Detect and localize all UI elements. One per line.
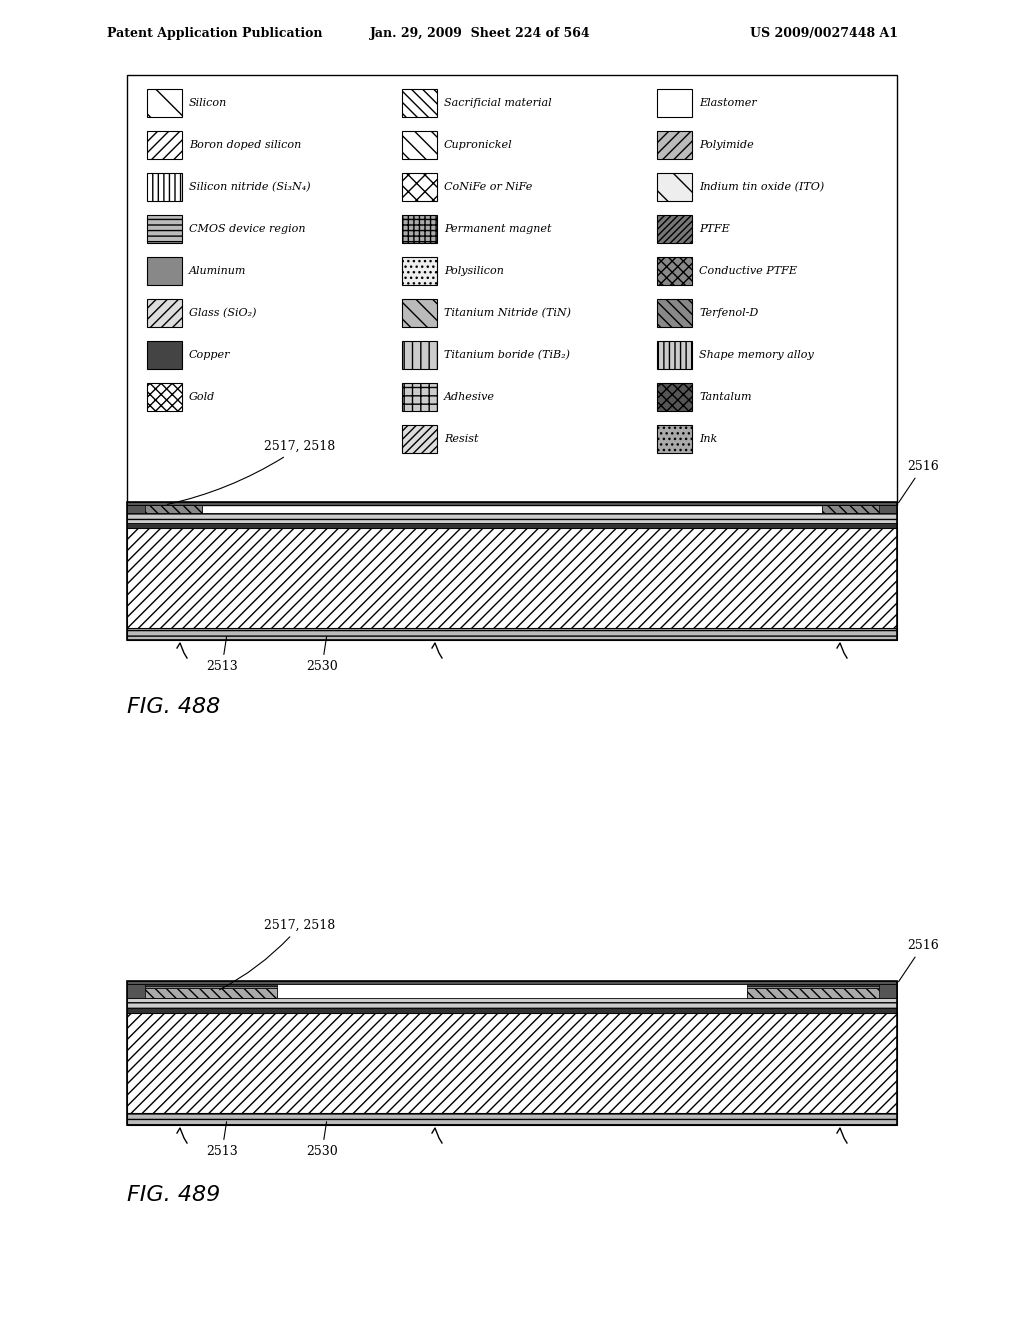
Bar bbox=[147, 383, 182, 411]
Bar bbox=[127, 513, 897, 523]
Bar bbox=[127, 998, 897, 1008]
Bar bbox=[127, 502, 897, 506]
Text: Glass (SiO₂): Glass (SiO₂) bbox=[189, 308, 256, 318]
Bar bbox=[147, 341, 182, 370]
Text: Aluminum: Aluminum bbox=[189, 267, 247, 276]
Bar bbox=[657, 131, 692, 158]
Bar bbox=[657, 300, 692, 327]
Bar bbox=[127, 502, 897, 640]
Text: Titanium boride (TiB₂): Titanium boride (TiB₂) bbox=[444, 350, 570, 360]
Text: Shape memory alloy: Shape memory alloy bbox=[699, 350, 814, 360]
Text: Patent Application Publication: Patent Application Publication bbox=[106, 26, 323, 40]
Text: Ink: Ink bbox=[699, 434, 717, 444]
Bar bbox=[127, 75, 897, 506]
Text: CMOS device region: CMOS device region bbox=[189, 224, 305, 234]
Text: Copper: Copper bbox=[189, 350, 230, 360]
Bar bbox=[657, 383, 692, 411]
Text: 2513: 2513 bbox=[206, 636, 238, 673]
Text: Silicon: Silicon bbox=[189, 98, 227, 108]
Text: Tantalum: Tantalum bbox=[699, 392, 752, 403]
Text: Silicon nitride (Si₃N₄): Silicon nitride (Si₃N₄) bbox=[189, 182, 310, 193]
Bar bbox=[127, 983, 278, 987]
Bar bbox=[657, 88, 692, 117]
Bar bbox=[127, 506, 202, 513]
Bar bbox=[879, 983, 897, 998]
Bar bbox=[127, 1008, 897, 1012]
Bar bbox=[657, 425, 692, 453]
Text: Permanent magnet: Permanent magnet bbox=[444, 224, 552, 234]
Text: 2530: 2530 bbox=[306, 636, 338, 673]
Bar bbox=[127, 987, 278, 998]
Bar bbox=[402, 215, 437, 243]
Text: Polyimide: Polyimide bbox=[699, 140, 754, 150]
Text: Elastomer: Elastomer bbox=[699, 98, 757, 108]
Text: PTFE: PTFE bbox=[699, 224, 730, 234]
Bar bbox=[746, 987, 897, 998]
Bar bbox=[402, 173, 437, 201]
Text: Sacrificial material: Sacrificial material bbox=[444, 98, 552, 108]
Bar bbox=[127, 981, 897, 983]
Bar bbox=[402, 341, 437, 370]
Bar bbox=[657, 173, 692, 201]
Bar bbox=[127, 628, 897, 640]
Bar bbox=[127, 523, 897, 528]
Text: Conductive PTFE: Conductive PTFE bbox=[699, 267, 797, 276]
Bar bbox=[147, 215, 182, 243]
Bar bbox=[402, 131, 437, 158]
Bar bbox=[147, 300, 182, 327]
Bar bbox=[127, 981, 897, 1125]
Bar bbox=[402, 425, 437, 453]
Bar bbox=[402, 383, 437, 411]
Bar bbox=[746, 983, 897, 987]
Bar bbox=[657, 341, 692, 370]
Bar bbox=[147, 88, 182, 117]
Text: FIG. 487: FIG. 487 bbox=[127, 515, 220, 535]
Bar bbox=[402, 257, 437, 285]
Text: Polysilicon: Polysilicon bbox=[444, 267, 504, 276]
Text: 2516: 2516 bbox=[898, 459, 939, 503]
Bar bbox=[402, 300, 437, 327]
Text: FIG. 488: FIG. 488 bbox=[127, 697, 220, 717]
Text: FIG. 489: FIG. 489 bbox=[127, 1185, 220, 1205]
Bar bbox=[657, 215, 692, 243]
Text: 2530: 2530 bbox=[306, 1122, 338, 1158]
Bar bbox=[822, 506, 897, 513]
Text: Cupronickel: Cupronickel bbox=[444, 140, 513, 150]
Text: 2517, 2518: 2517, 2518 bbox=[167, 440, 336, 504]
Bar bbox=[127, 1012, 897, 1113]
Bar bbox=[147, 173, 182, 201]
Bar bbox=[147, 131, 182, 158]
Text: 2517, 2518: 2517, 2518 bbox=[219, 919, 336, 990]
Text: 2516: 2516 bbox=[898, 939, 939, 982]
Bar bbox=[879, 506, 897, 513]
Text: Indium tin oxide (ITO): Indium tin oxide (ITO) bbox=[699, 182, 824, 193]
Text: US 2009/0027448 A1: US 2009/0027448 A1 bbox=[750, 26, 898, 40]
Text: Titanium Nitride (TiN): Titanium Nitride (TiN) bbox=[444, 308, 571, 318]
Text: Terfenol-D: Terfenol-D bbox=[699, 308, 758, 318]
Bar bbox=[147, 257, 182, 285]
Text: CoNiFe or NiFe: CoNiFe or NiFe bbox=[444, 182, 532, 191]
Text: Gold: Gold bbox=[189, 392, 215, 403]
Bar bbox=[657, 257, 692, 285]
Text: Adhesive: Adhesive bbox=[444, 392, 495, 403]
Bar bbox=[127, 506, 145, 513]
Text: 2513: 2513 bbox=[206, 1122, 238, 1158]
Text: Boron doped silicon: Boron doped silicon bbox=[189, 140, 301, 150]
Text: Resist: Resist bbox=[444, 434, 478, 444]
Text: Jan. 29, 2009  Sheet 224 of 564: Jan. 29, 2009 Sheet 224 of 564 bbox=[370, 26, 591, 40]
Bar bbox=[127, 1113, 897, 1125]
Bar bbox=[127, 528, 897, 628]
Bar bbox=[127, 983, 145, 998]
Bar bbox=[402, 88, 437, 117]
